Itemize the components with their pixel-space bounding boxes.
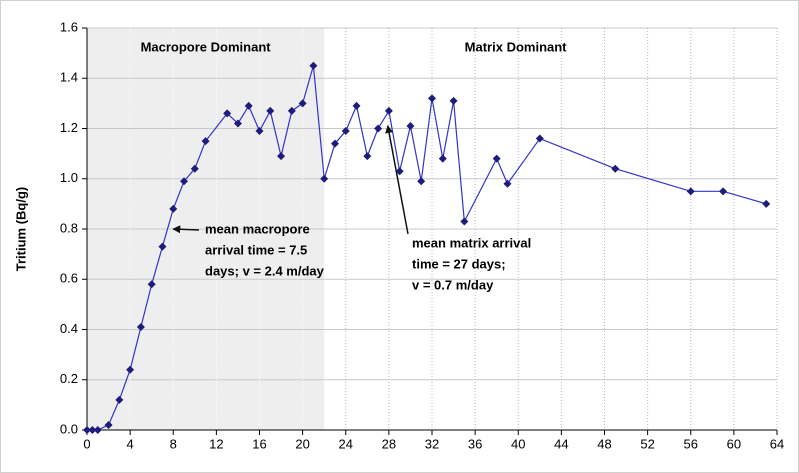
x-tick-label: 60 bbox=[727, 436, 741, 451]
data-point bbox=[330, 139, 339, 148]
data-point bbox=[298, 99, 307, 108]
annotation-text: arrival time = 7.5 bbox=[205, 242, 307, 257]
data-point bbox=[158, 242, 167, 251]
annotation-arrow bbox=[385, 125, 409, 235]
data-point bbox=[535, 134, 544, 143]
annotation-arrow bbox=[172, 225, 200, 234]
x-tick-label: 40 bbox=[511, 436, 525, 451]
data-point bbox=[287, 106, 296, 115]
data-point bbox=[320, 174, 329, 183]
data-point bbox=[417, 177, 426, 186]
x-tick-label: 52 bbox=[640, 436, 654, 451]
data-point bbox=[460, 217, 469, 226]
y-tick-label: 1.6 bbox=[60, 19, 78, 34]
data-point bbox=[233, 119, 242, 128]
annotation-text: days; v = 2.4 m/day bbox=[205, 263, 325, 278]
y-tick-label: 0.4 bbox=[60, 321, 78, 336]
data-point bbox=[277, 152, 286, 161]
data-point bbox=[223, 109, 232, 118]
data-point bbox=[83, 426, 91, 434]
annotation-text: mean macropore bbox=[205, 221, 310, 236]
data-point bbox=[255, 127, 264, 136]
data-point bbox=[438, 154, 447, 163]
y-tick-label: 0.2 bbox=[60, 371, 78, 386]
data-point bbox=[341, 127, 350, 136]
x-tick-label: 12 bbox=[209, 436, 223, 451]
data-point bbox=[719, 187, 728, 196]
x-tick-label: 56 bbox=[684, 436, 698, 451]
region-label: Macropore Dominant bbox=[141, 39, 272, 54]
data-point bbox=[309, 61, 318, 70]
data-point bbox=[169, 204, 178, 213]
x-tick-label: 8 bbox=[170, 436, 177, 451]
y-tick-label: 0.6 bbox=[60, 271, 78, 286]
x-tick-label: 48 bbox=[597, 436, 611, 451]
data-point bbox=[503, 179, 512, 188]
data-point bbox=[88, 426, 97, 434]
annotation-text: mean matrix arrival bbox=[412, 235, 531, 250]
x-tick-label: 28 bbox=[382, 436, 396, 451]
x-tick-label: 0 bbox=[83, 436, 90, 451]
data-point bbox=[363, 152, 372, 161]
y-tick-label: 1.4 bbox=[60, 70, 78, 85]
x-tick-label: 24 bbox=[339, 436, 353, 451]
data-point bbox=[686, 187, 695, 196]
data-point bbox=[492, 154, 501, 163]
data-point bbox=[428, 94, 436, 103]
data-point bbox=[374, 124, 383, 133]
y-tick-label: 0.8 bbox=[60, 220, 78, 235]
data-point bbox=[104, 420, 113, 429]
data-point bbox=[190, 164, 199, 173]
data-point bbox=[126, 365, 135, 374]
x-tick-label: 4 bbox=[127, 436, 134, 451]
y-tick-label: 1.2 bbox=[60, 120, 78, 135]
data-point bbox=[147, 280, 156, 289]
data-point bbox=[762, 199, 771, 208]
x-tick-label: 20 bbox=[295, 436, 309, 451]
region-label: Matrix Dominant bbox=[465, 39, 568, 54]
annotation-text: v = 0.7 m/day bbox=[412, 277, 494, 292]
data-point bbox=[201, 137, 210, 146]
x-tick-label: 32 bbox=[425, 436, 439, 451]
data-point bbox=[395, 167, 404, 176]
data-point bbox=[352, 101, 361, 110]
data-point bbox=[136, 322, 145, 331]
y-axis-label: Tritium (Bq/g) bbox=[13, 187, 28, 272]
data-point bbox=[180, 177, 189, 186]
data-point bbox=[266, 106, 275, 115]
data-point bbox=[244, 101, 253, 110]
data-point bbox=[115, 395, 124, 404]
data-point bbox=[611, 164, 620, 173]
x-tick-label: 16 bbox=[252, 436, 266, 451]
x-tick-label: 36 bbox=[468, 436, 482, 451]
y-tick-label: 0.0 bbox=[60, 421, 78, 436]
data-point bbox=[449, 96, 458, 105]
annotation-text: time = 27 days; bbox=[412, 256, 506, 271]
x-tick-label: 44 bbox=[554, 436, 568, 451]
data-point bbox=[384, 106, 393, 115]
data-point bbox=[406, 121, 415, 130]
data-point bbox=[93, 426, 102, 434]
x-tick-label: 64 bbox=[770, 436, 784, 451]
y-tick-label: 1.0 bbox=[60, 170, 78, 185]
